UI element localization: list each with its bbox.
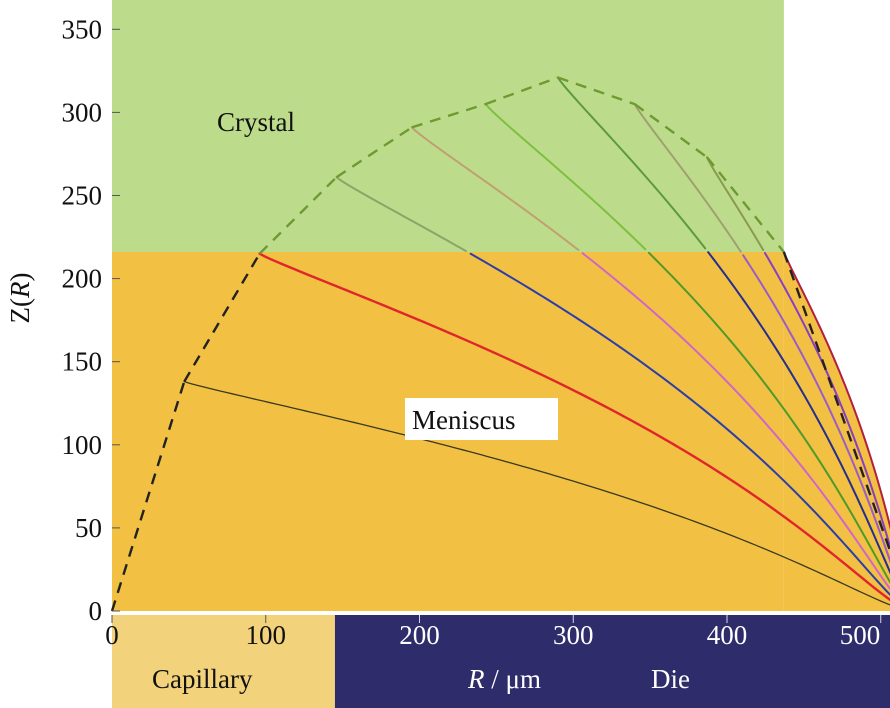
x-axis-title: R / μm (467, 664, 541, 694)
y-tick-label-150: 150 (62, 347, 103, 377)
profile-curve-7-upper (633, 103, 742, 253)
x-tick-label-0: 0 (105, 620, 119, 650)
envelope-segment-6 (485, 76, 559, 106)
die-bar (334, 615, 890, 708)
y-axis-title: Z(R) (5, 273, 35, 324)
envelope-segment-2 (183, 253, 261, 383)
envelope-segment-5 (411, 102, 486, 129)
x-axis-unit: / μm (485, 664, 541, 694)
profile-curve-6-upper (556, 76, 707, 250)
y-axis-close: ) (5, 273, 35, 282)
capillary-bar (112, 615, 335, 708)
x-tick-label-300: 300 (553, 620, 594, 650)
profile-curve-4 (581, 252, 890, 591)
profile-curve-4-upper (410, 126, 580, 251)
x-tick-label-500: 500 (840, 620, 881, 650)
crystal-region-label: Crystal (217, 107, 295, 137)
meniscus-region-label: Meniscus (412, 405, 516, 435)
y-tick-label-300: 300 (62, 97, 103, 127)
envelope-segment-10 (782, 251, 890, 555)
capillary-region-label: Capillary (152, 664, 253, 694)
y-tick-label-100: 100 (62, 430, 103, 460)
envelope-segment-9 (706, 156, 785, 253)
profile-curve-7 (742, 254, 890, 564)
x-tick-label-100: 100 (246, 620, 287, 650)
profile-curve-6 (707, 251, 890, 575)
profile-curve-5 (647, 251, 890, 584)
crystal-region (112, 0, 784, 253)
y-tick-label-350: 350 (62, 14, 103, 44)
meniscus-label-box (405, 398, 558, 440)
envelope-segment-8 (634, 103, 708, 159)
profile-curve-3 (469, 252, 890, 597)
curves-layer (183, 76, 890, 606)
envelope-segment-4 (335, 126, 413, 179)
outline-layer (110, 76, 890, 612)
profile-curve-8-upper (706, 156, 765, 252)
profile-curve-8 (763, 251, 890, 550)
regions-layer (112, 0, 890, 611)
ticks-layer: 0 50 100 150 200 250 300 350 0 100 200 300 400 500 (62, 14, 882, 650)
y-tick-label-50: 50 (75, 513, 102, 543)
envelope-segment-7 (557, 76, 636, 106)
envelope-segment-1 (110, 381, 186, 612)
x-tick-label-400: 400 (707, 620, 748, 650)
bar-layer (112, 615, 890, 708)
x-tick-label-200: 200 (399, 620, 440, 650)
profile-curve-2 (258, 252, 890, 602)
x-axis-variable: R (467, 664, 485, 694)
meniscus-region-edge (783, 252, 890, 611)
y-tick-label-200: 200 (62, 264, 103, 294)
y-tick-label-0: 0 (89, 596, 103, 626)
y-axis-variable: R (5, 281, 35, 299)
profile-curve-5-upper (484, 103, 647, 251)
y-tick-label-250: 250 (62, 181, 103, 211)
profile-curve-1 (183, 380, 890, 606)
y-axis-z: Z( (5, 298, 35, 323)
die-region-label: Die (651, 664, 690, 694)
profile-curve-3-upper (335, 176, 467, 253)
profile-curve-9 (782, 251, 890, 530)
